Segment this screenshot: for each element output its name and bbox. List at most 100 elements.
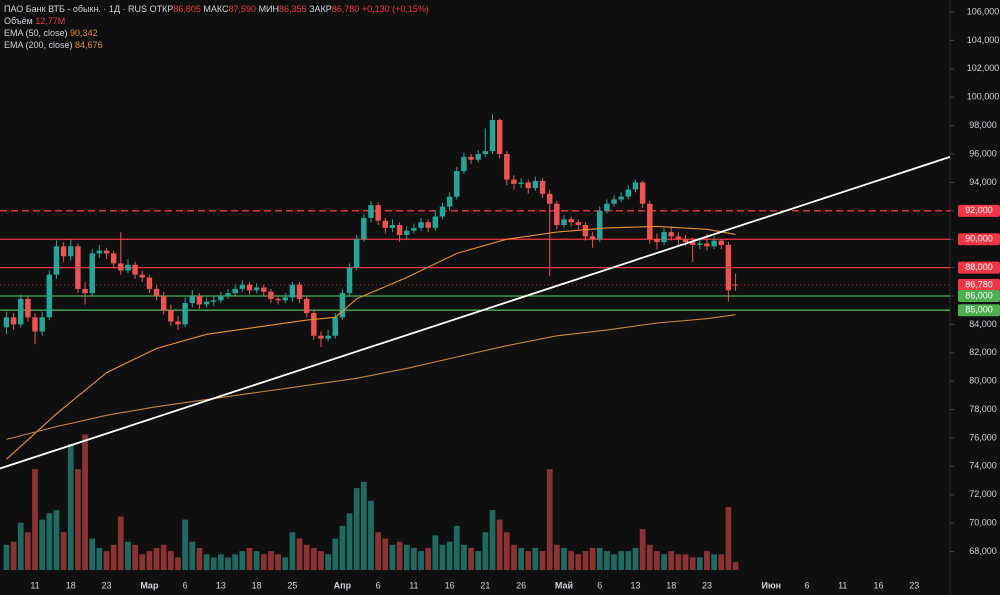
candle-body [732,284,739,286]
x-tick-label: 18 [252,580,262,590]
volume-bar [53,510,60,570]
volume-bar [425,547,432,570]
volume-bar [10,541,17,570]
candle-body [25,298,31,318]
candle-body [375,205,381,221]
volume-bar [46,513,53,570]
candle-body [53,246,60,275]
candle-body [225,293,231,297]
candle-body [504,154,510,180]
indicator-value: 84,676 [75,40,103,50]
x-tick-label: Мар [140,580,159,590]
volume-bar [218,554,224,570]
x-tick-label: 11 [30,580,39,590]
candle-body [132,264,138,275]
candle-body [482,151,489,155]
volume-bar [153,547,160,570]
level-tag [958,290,1000,303]
candle-body [582,225,589,237]
volume-bar [368,500,374,570]
volume-bar [303,544,310,570]
y-tick-label: 72,000 [969,489,997,499]
candle-body [511,179,517,184]
ohlc-label: ЗАКР [309,4,332,14]
volume-bar [625,551,632,570]
volume-bar [646,544,653,570]
candle-body [496,119,503,155]
volume-bar [589,547,596,570]
volume-bar [725,507,732,570]
candle-body [39,317,45,332]
candle-body [3,317,10,328]
candle-body [353,239,360,268]
y-tick-label: 84,000 [969,319,997,329]
volume-bar [60,532,67,570]
plot [0,114,950,570]
volume-bar [203,554,210,570]
volume-bar [275,554,281,570]
x-tick-label: 23 [909,580,919,590]
volume-bar [167,551,174,570]
candle-body [10,317,17,325]
ohlc-value: 86,780 [331,4,360,14]
candle-body [561,219,567,226]
candle-body [418,222,424,228]
volume-bar [189,541,196,570]
candle-body [125,264,131,271]
volume-bar [139,554,146,570]
volume-bar [482,532,489,570]
candle-body [75,246,81,289]
symbol-title: ПАО Банк ВТБ - обыкн. · 1Д · RUS [4,4,148,14]
volume-bar [411,547,417,570]
candle-body [218,296,224,301]
candle-body [139,274,145,278]
indicator-label: EMA (200, close) [4,40,73,50]
volume-bar [282,557,289,570]
volume-bar [3,544,10,570]
volume-bar [561,547,567,570]
volume-bar [389,544,396,570]
x-tick-label: 23 [102,580,112,590]
candle-body [718,240,724,245]
trend-line [0,156,950,470]
volume-bar [96,547,103,570]
y-tick-label: 82,000 [969,347,997,357]
volume-bar [310,547,317,570]
level-tag [958,204,1000,217]
candle-body [539,181,546,194]
candle-body [96,250,103,254]
level-tag [958,304,1000,317]
volume-bar [432,535,439,570]
candle-body [675,236,682,240]
volume-bar [718,554,725,570]
volume-bar [532,547,539,570]
volume-bar [125,541,131,570]
candle-body [296,284,303,299]
candle-body [546,193,553,204]
volume-bar [525,551,532,570]
ema-line [6,225,736,460]
candle-body [396,225,403,235]
volume-bar [67,444,74,570]
candle-body [461,156,467,172]
volume-bar [468,547,474,570]
candle-body [268,291,274,299]
volume-bar [661,554,667,570]
volume-bar [375,532,382,570]
candle-body [175,321,181,325]
volume-bar [89,538,96,570]
indicator-label: EMA (50, close) [4,28,68,38]
volume-bar [682,554,689,570]
candle-body [361,217,367,240]
volume-bar [232,554,239,570]
candle-body [118,263,124,271]
volume-bar [225,557,231,570]
candle-body [32,317,38,332]
candle-body [711,240,717,247]
candle-body [325,335,331,339]
x-tick-label: Апр [334,580,352,590]
candle-body [211,300,217,302]
candle-body [311,313,317,336]
volume-bar [654,551,660,570]
